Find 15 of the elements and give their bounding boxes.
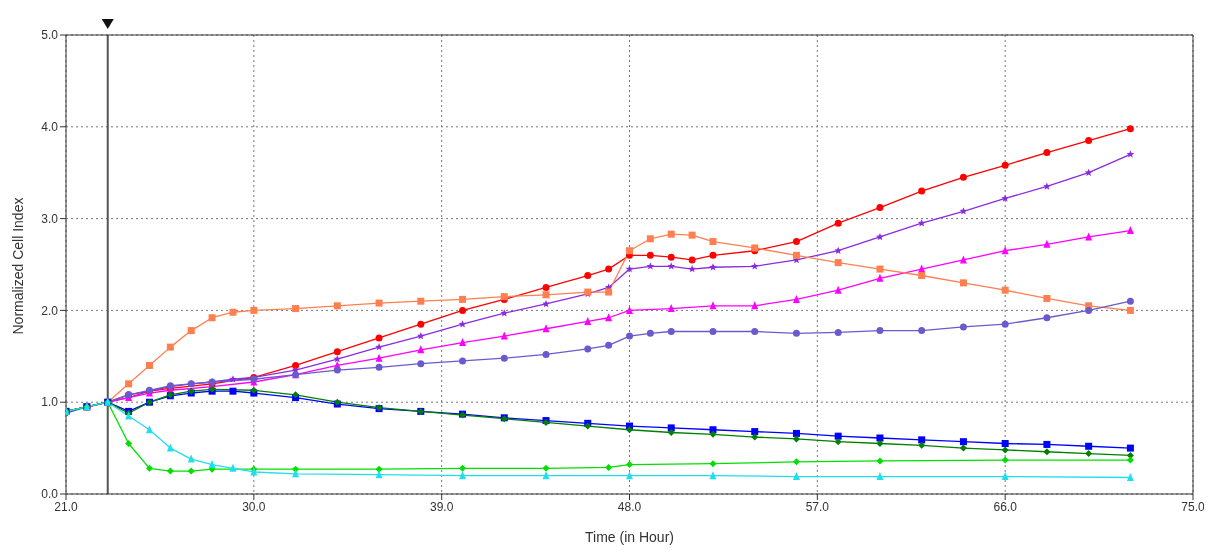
x-tick-label: 48.0 — [617, 499, 642, 514]
x-tick-label: 21.0 — [54, 499, 78, 514]
y-tick-label: 5.0 — [41, 28, 59, 43]
x-axis-title: Time (in Hour) — [585, 529, 674, 545]
x-tick-label: 30.0 — [242, 499, 266, 514]
x-tick-label: 75.0 — [1181, 499, 1205, 514]
y-tick-label: 0.0 — [41, 487, 59, 502]
x-tick-label: 39.0 — [429, 499, 454, 514]
y-tick-label: 4.0 — [41, 120, 59, 135]
x-tick-label: 66.0 — [993, 499, 1018, 514]
x-tick-label: 57.0 — [805, 499, 830, 514]
y-tick-label: 3.0 — [41, 211, 59, 226]
y-tick-label: 1.0 — [41, 395, 59, 410]
y-axis-title: Normalized Cell Index — [9, 197, 26, 335]
y-tick-label: 2.0 — [41, 303, 59, 318]
